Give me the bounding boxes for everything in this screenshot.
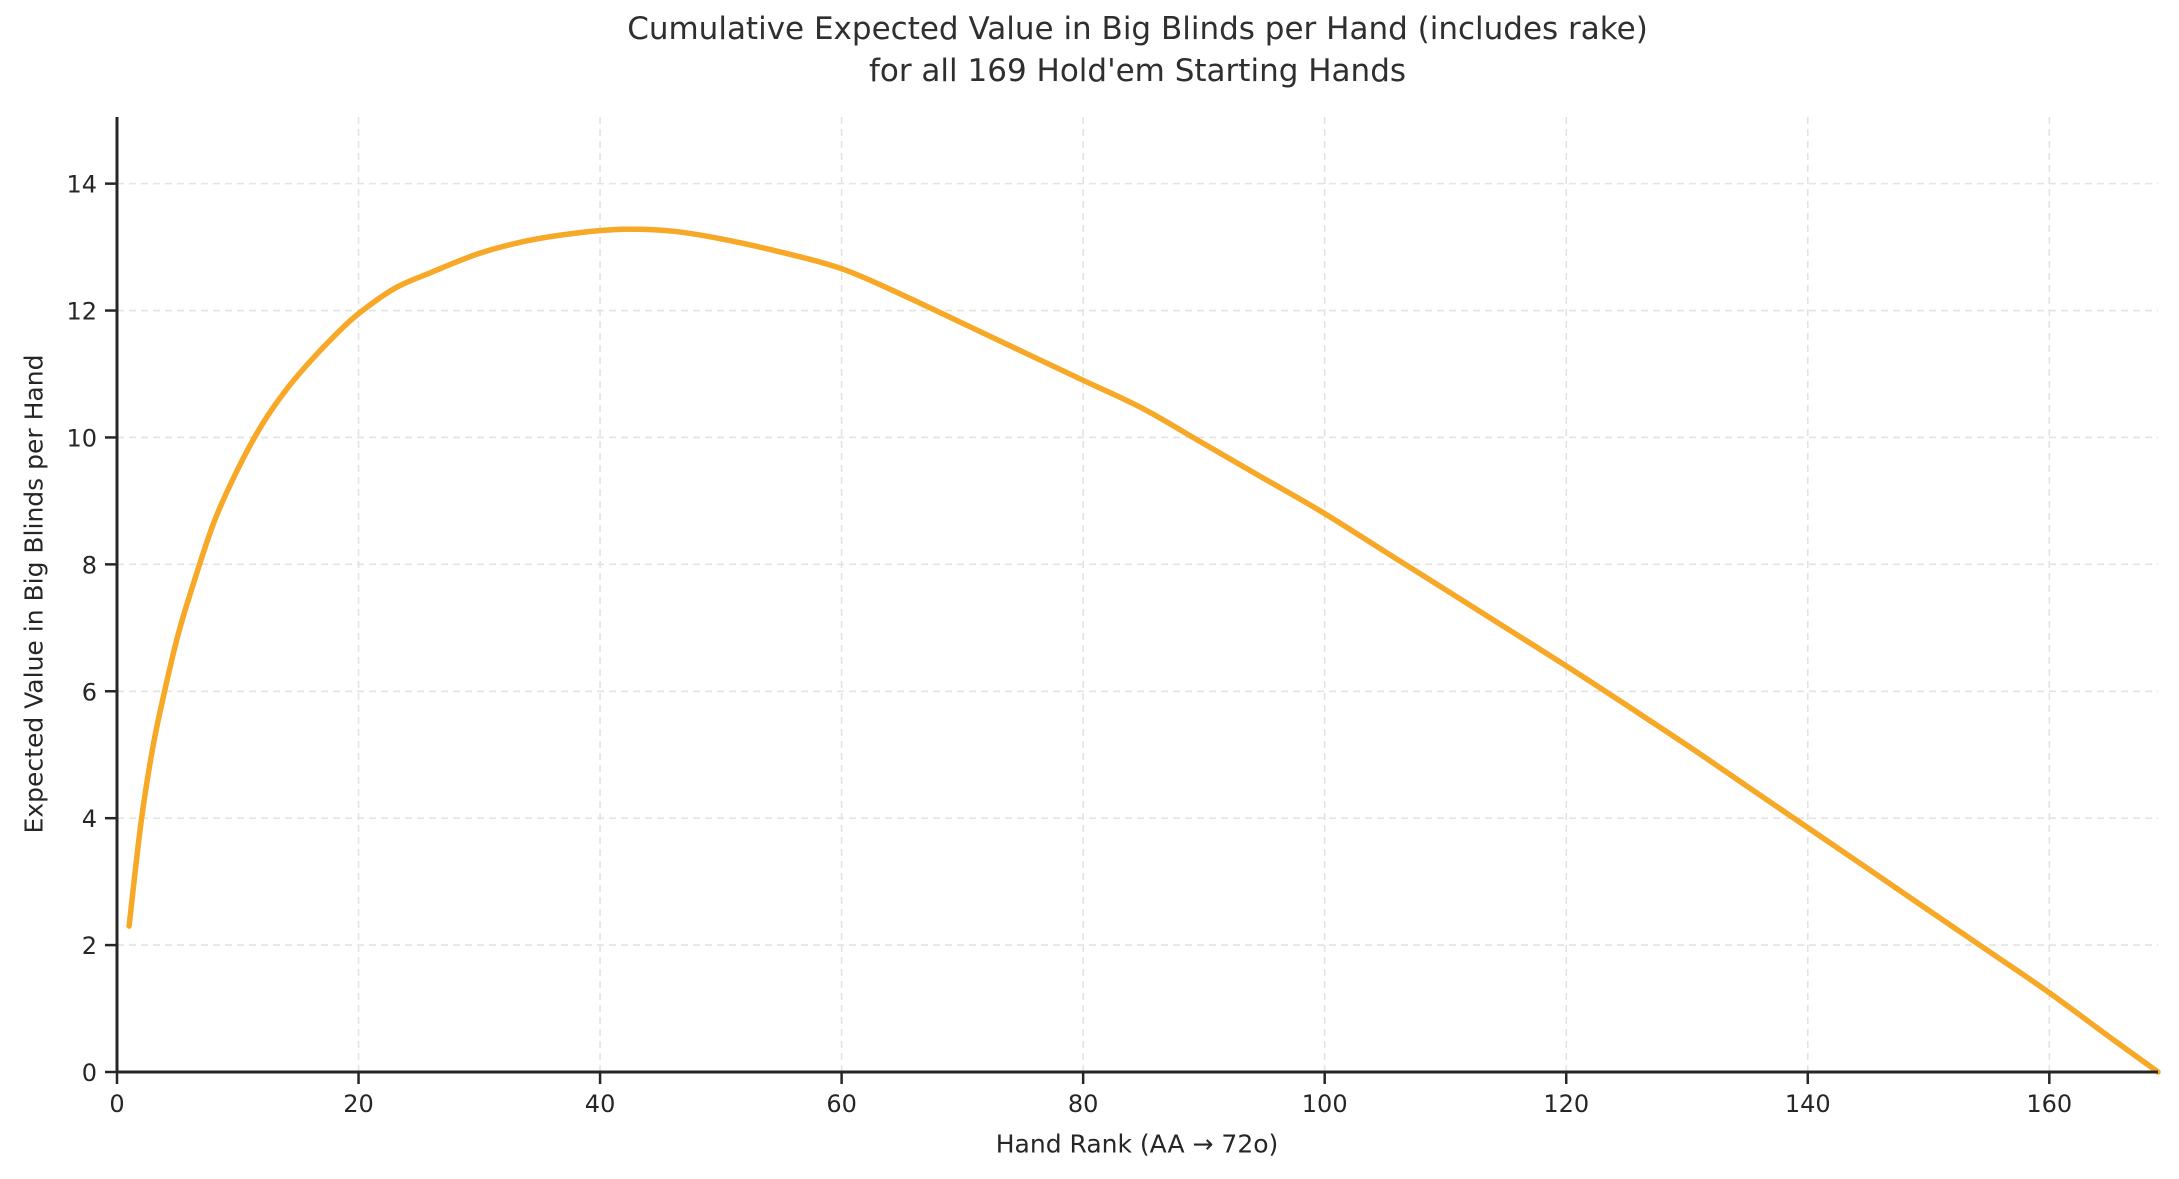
x-tick-label: 80 <box>1068 1090 1099 1118</box>
y-tick-label: 14 <box>66 171 97 199</box>
x-tick-label: 60 <box>826 1090 857 1118</box>
y-tick-label: 12 <box>66 298 97 326</box>
y-tick-label: 4 <box>82 805 97 833</box>
y-tick-label: 6 <box>82 678 97 706</box>
chart-title-line1: Cumulative Expected Value in Big Blinds … <box>627 11 1648 47</box>
chart-title-line2: for all 169 Hold'em Starting Hands <box>868 53 1407 89</box>
x-tick-label: 0 <box>109 1090 124 1118</box>
ev-curve <box>126 226 2161 1075</box>
x-tick-label: 160 <box>2026 1090 2072 1118</box>
x-tick-label: 140 <box>1785 1090 1831 1118</box>
x-tick-label: 20 <box>343 1090 374 1118</box>
y-tick-label: 8 <box>82 551 97 579</box>
x-tick-label: 40 <box>585 1090 616 1118</box>
y-tick-label: 2 <box>82 932 97 960</box>
chart-title: Cumulative Expected Value in Big Blinds … <box>117 8 2158 92</box>
y-tick-label: 0 <box>82 1059 97 1087</box>
x-tick-label: 120 <box>1543 1090 1589 1118</box>
y-tick-label: 10 <box>66 424 97 452</box>
y-axis-label: Expected Value in Big Blinds per Hand <box>19 354 49 834</box>
x-tick-label: 100 <box>1302 1090 1348 1118</box>
x-axis-label: Hand Rank (AA → 72o) <box>995 1129 1279 1159</box>
